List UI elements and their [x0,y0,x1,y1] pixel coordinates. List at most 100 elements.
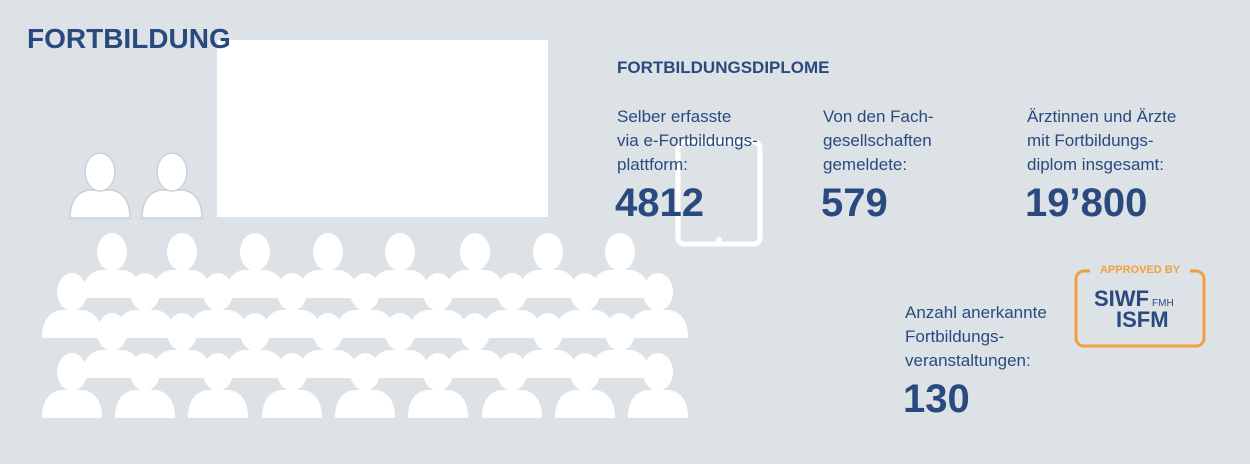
stat-label: gesellschaften [823,131,932,150]
person-body [82,350,142,378]
person-head [497,353,527,391]
person-body [298,270,358,298]
stat-label: diplom insgesamt: [1027,155,1164,174]
person-body [42,310,102,338]
person-body [370,270,430,298]
person-body [188,310,248,338]
person-body [298,350,358,378]
person [262,273,322,338]
person-body [262,310,322,338]
person-head [533,313,563,351]
person [482,273,542,338]
logo-line2: ISFM [1116,307,1169,332]
title: FORTBILDUNG [27,23,231,54]
person-body [115,310,175,338]
person [628,353,688,418]
person-head [350,273,380,311]
person [225,233,285,298]
person-head [423,353,453,391]
person-head [277,273,307,311]
person [518,313,578,378]
person-body [152,270,212,298]
person [298,233,358,298]
person [115,353,175,418]
person-body [188,390,248,418]
stat-label: Ärztinnen und Ärzte [1027,107,1176,126]
person-body [408,310,468,338]
person [482,353,542,418]
person [69,152,131,219]
person-body [69,189,131,219]
person-body [370,350,430,378]
stats: Selber erfasste via e-Fortbildungs-plattf… [615,107,1176,421]
person-head [130,353,160,391]
person-head [130,273,160,311]
person-body [628,310,688,338]
person [225,313,285,378]
person [555,353,615,418]
person-head [167,233,197,271]
person [141,152,203,219]
person-head [97,313,127,351]
stat-label: Von den Fach- [823,107,934,126]
person [370,313,430,378]
stat-label: plattform: [617,155,688,174]
person [115,273,175,338]
person [42,273,102,338]
person-head [605,233,635,271]
person-body [82,270,142,298]
person-head [350,353,380,391]
person-head [605,313,635,351]
person [335,353,395,418]
person-head [57,353,87,391]
person [188,273,248,338]
person [590,233,650,298]
person-head [570,273,600,311]
person-head [313,233,343,271]
person-body [262,390,322,418]
stat-value: 579 [821,181,888,225]
person-head [84,152,116,192]
person [408,353,468,418]
person [408,273,468,338]
logo-line1: SIWF [1094,286,1149,311]
person-body [445,270,505,298]
person [152,313,212,378]
person-head [203,353,233,391]
stat-label: Selber erfasste [617,107,731,126]
person-head [167,313,197,351]
person-body [482,390,542,418]
person-body [152,350,212,378]
person-body [445,350,505,378]
person-head [497,273,527,311]
tablet-button [716,237,722,243]
person-body [555,310,615,338]
person-head [385,233,415,271]
person-body [518,270,578,298]
person [188,353,248,418]
person [262,353,322,418]
logo-top: APPROVED BY [1100,264,1181,276]
person [590,313,650,378]
person [445,313,505,378]
person-head [570,353,600,391]
person [335,273,395,338]
screen [217,40,548,217]
stat-label: gemeldete: [823,155,907,174]
person-body [482,310,542,338]
person-head [277,353,307,391]
person [82,233,142,298]
person-body [555,390,615,418]
person-body [141,189,203,219]
person [82,313,142,378]
person-body [335,390,395,418]
person-body [518,350,578,378]
person-head [643,353,673,391]
person-body [335,310,395,338]
person-head [97,233,127,271]
stat-value: 130 [903,377,970,421]
person [298,313,358,378]
person [370,233,430,298]
stat-value: 19’800 [1025,181,1147,225]
